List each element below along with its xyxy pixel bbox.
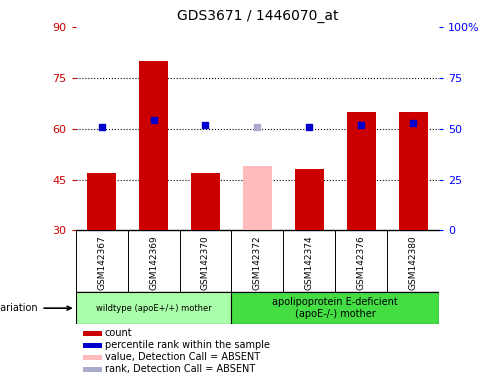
Point bbox=[98, 124, 105, 130]
Bar bbox=[191, 173, 220, 230]
Text: count: count bbox=[105, 328, 133, 338]
Point bbox=[409, 119, 417, 126]
Point bbox=[305, 124, 313, 130]
Point bbox=[357, 121, 365, 127]
Bar bbox=[82, 343, 102, 348]
Text: wildtype (apoE+/+) mother: wildtype (apoE+/+) mother bbox=[96, 304, 211, 313]
Text: GSM142372: GSM142372 bbox=[253, 235, 262, 290]
Bar bbox=[347, 112, 376, 230]
FancyBboxPatch shape bbox=[76, 293, 231, 324]
Bar bbox=[139, 61, 168, 230]
Point bbox=[254, 124, 262, 130]
Point bbox=[202, 121, 209, 127]
Text: GSM142376: GSM142376 bbox=[357, 235, 366, 290]
Text: rank, Detection Call = ABSENT: rank, Detection Call = ABSENT bbox=[105, 364, 255, 374]
Bar bbox=[87, 173, 116, 230]
Text: percentile rank within the sample: percentile rank within the sample bbox=[105, 341, 270, 351]
Text: GSM142374: GSM142374 bbox=[305, 235, 314, 290]
FancyBboxPatch shape bbox=[231, 293, 439, 324]
Bar bbox=[82, 355, 102, 360]
Title: GDS3671 / 1446070_at: GDS3671 / 1446070_at bbox=[177, 9, 338, 23]
Text: GSM142380: GSM142380 bbox=[409, 235, 418, 290]
Text: GSM142369: GSM142369 bbox=[149, 235, 158, 290]
Bar bbox=[295, 169, 324, 230]
Text: value, Detection Call = ABSENT: value, Detection Call = ABSENT bbox=[105, 353, 260, 362]
Bar bbox=[82, 331, 102, 336]
Text: apolipoprotein E-deficient
(apoE-/-) mother: apolipoprotein E-deficient (apoE-/-) mot… bbox=[272, 297, 398, 319]
Point bbox=[150, 118, 158, 124]
Bar bbox=[243, 166, 272, 230]
Text: GSM142367: GSM142367 bbox=[97, 235, 106, 290]
Bar bbox=[399, 112, 427, 230]
Bar bbox=[82, 367, 102, 372]
Text: genotype/variation: genotype/variation bbox=[0, 303, 71, 313]
Text: GSM142370: GSM142370 bbox=[201, 235, 210, 290]
